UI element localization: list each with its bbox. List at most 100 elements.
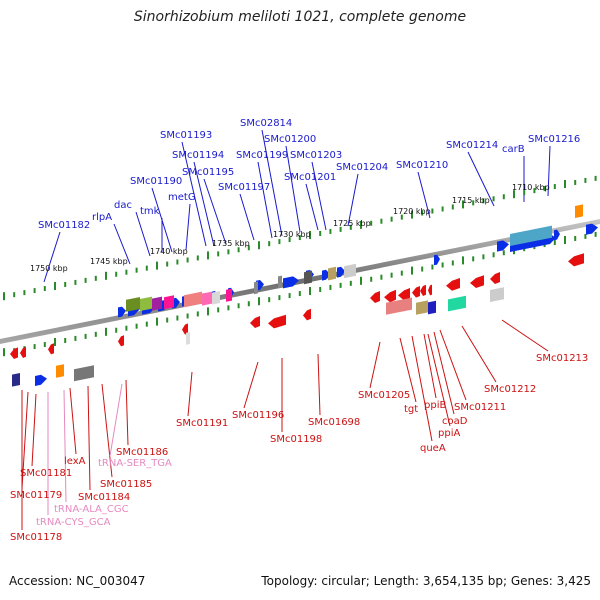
reverse-leader-line <box>427 333 451 427</box>
reverse-gene-label: tRNA-ALA_CGC <box>54 504 129 515</box>
feature-block <box>344 263 356 279</box>
upper-tick <box>176 259 179 265</box>
upper-tick <box>482 198 485 204</box>
reverse-gene-label: SMc01198 <box>270 434 322 445</box>
reverse-leader-line <box>411 335 433 442</box>
feature-block <box>164 295 174 310</box>
reverse-gene-label: SMc01178 <box>10 532 62 543</box>
upper-tick <box>492 196 495 202</box>
forward-gene <box>283 276 299 289</box>
lower-tick <box>421 266 424 272</box>
lower-tick <box>64 337 67 343</box>
upper-tick <box>135 267 138 273</box>
forward-leader-line <box>185 203 191 251</box>
upper-tick <box>166 261 169 267</box>
forward-gene-label: dac <box>114 200 132 211</box>
reverse-gene <box>118 335 124 347</box>
scale-label: 1720 kbp <box>393 207 431 216</box>
lower-tick <box>380 274 383 280</box>
reverse-leader-line <box>109 383 123 457</box>
reverse-leader-line <box>461 325 497 383</box>
reverse-gene <box>20 346 26 358</box>
forward-gene-label: metG <box>168 192 196 203</box>
reverse-gene <box>428 284 432 296</box>
lower-tick <box>74 335 77 341</box>
reverse-gene <box>446 278 460 291</box>
reverse-gene <box>568 253 584 267</box>
feature-block <box>12 373 20 387</box>
reverse-gene-label: tgt <box>404 404 418 415</box>
lower-tick <box>298 291 301 297</box>
upper-tick <box>227 249 230 255</box>
reverse-leader-line <box>433 331 455 415</box>
forward-gene <box>35 374 47 386</box>
lower-tick <box>360 276 362 285</box>
upper-tick <box>33 288 36 294</box>
reverse-gene-label: SMc01205 <box>358 390 410 401</box>
forward-leader-line <box>305 183 319 231</box>
lower-tick <box>370 276 373 282</box>
upper-tick <box>421 210 424 216</box>
lower-tick <box>125 325 128 331</box>
reverse-gene-label: SMc01211 <box>454 402 506 413</box>
label-leader-lines <box>21 129 551 530</box>
upper-tick <box>298 235 301 241</box>
reverse-leader-line <box>101 383 113 478</box>
lower-tick <box>390 272 393 278</box>
feature-block <box>184 291 202 308</box>
forward-leader-line <box>311 161 327 231</box>
forward-leader-line <box>261 129 283 237</box>
lower-tick <box>431 264 434 270</box>
feature-block <box>490 287 504 302</box>
upper-tick <box>553 184 556 190</box>
scale-label: 1745 kbp <box>90 257 128 266</box>
forward-gene <box>554 229 560 241</box>
forward-leader-line <box>203 178 227 245</box>
lower-tick <box>176 315 179 321</box>
reverse-gene-label: ppiB <box>424 400 446 411</box>
forward-leader-line <box>417 171 431 219</box>
lower-tick <box>594 231 597 237</box>
upper-tick <box>105 271 107 280</box>
lower-tick <box>145 321 148 327</box>
reverse-leader-line <box>369 341 381 389</box>
forward-gene-label: carB <box>502 144 525 155</box>
forward-leader-line <box>193 161 215 247</box>
reverse-gene-label: queA <box>420 443 446 454</box>
upper-tick <box>431 208 434 214</box>
feature-block <box>428 300 436 315</box>
upper-tick <box>125 269 128 275</box>
reverse-gene-label: SMc01698 <box>308 417 360 428</box>
reverse-gene-label: SMc01213 <box>536 353 588 364</box>
reverse-gene <box>303 308 311 321</box>
reverse-gene <box>384 289 396 303</box>
reverse-leader-line <box>187 371 193 417</box>
lower-tick <box>278 295 281 301</box>
upper-tick <box>13 292 16 298</box>
forward-leader-line <box>181 141 207 247</box>
lower-tick <box>411 266 413 275</box>
reverse-gene <box>470 275 484 288</box>
reverse-gene-label: SMc01191 <box>176 418 228 429</box>
upper-tick <box>258 241 260 250</box>
lower-tick <box>227 305 230 311</box>
reverse-gene <box>370 291 380 303</box>
upper-tick <box>472 200 475 206</box>
upper-tick <box>411 210 413 219</box>
upper-tick <box>64 281 67 287</box>
reverse-gene <box>268 314 286 329</box>
forward-gene <box>118 306 126 318</box>
lower-tick <box>288 293 291 299</box>
reverse-gene-label: SMc01185 <box>100 479 152 490</box>
feature-block <box>448 295 466 312</box>
upper-tick <box>370 220 373 226</box>
reverse-leader-line <box>317 353 321 416</box>
forward-gene-label: SMc01216 <box>528 134 580 145</box>
lower-tick <box>237 303 240 309</box>
forward-gene-label: SMc01210 <box>396 160 448 171</box>
forward-gene <box>586 223 598 235</box>
upper-tick <box>3 292 5 301</box>
lower-tick <box>451 260 454 266</box>
page-title: Sinorhizobium meliloti 1021, complete ge… <box>133 9 467 25</box>
feature-block <box>510 225 552 246</box>
